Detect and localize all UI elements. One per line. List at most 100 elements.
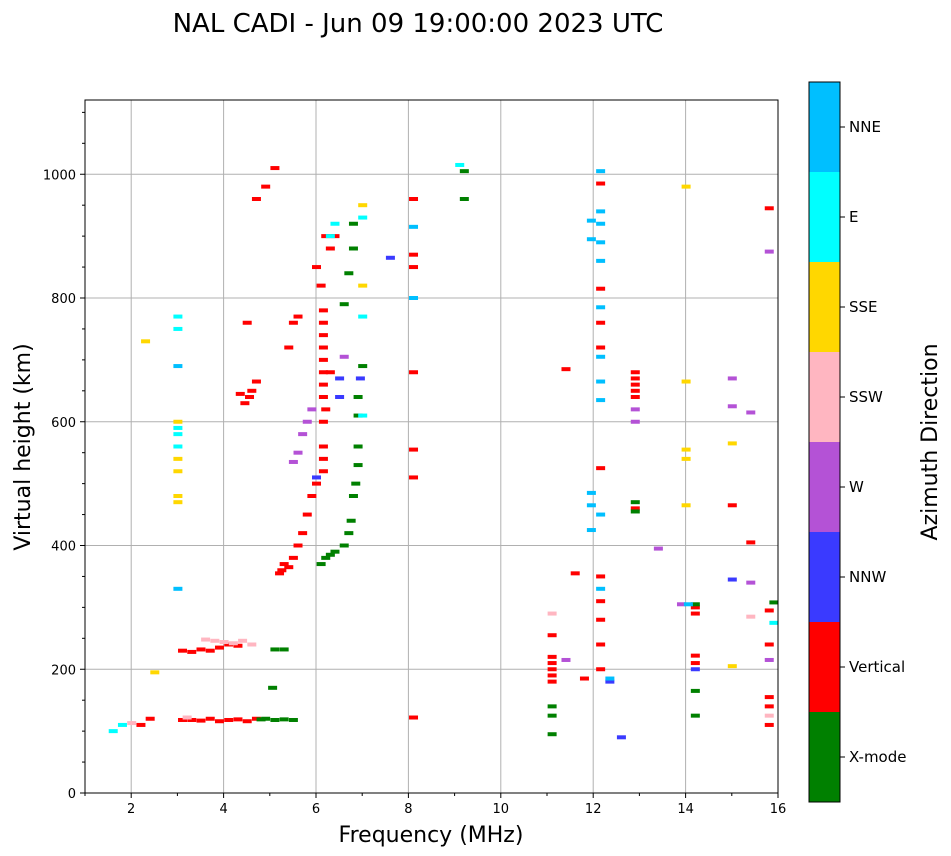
echo-point-x-mode [459, 169, 469, 174]
echo-point-vertical [233, 643, 243, 648]
echo-point-x-mode [353, 463, 363, 468]
echo-point-vertical [596, 642, 606, 647]
x-tick-label: 2 [127, 802, 135, 817]
echo-point-nnw [690, 667, 700, 672]
colorbar-swatch-w [809, 442, 840, 532]
echo-point-e [173, 444, 183, 449]
echo-point-vertical [690, 611, 700, 616]
echo-point-sse [727, 664, 737, 669]
echo-point-x-mode [348, 221, 358, 226]
echo-point-w [298, 432, 308, 437]
echo-point-x-mode [261, 716, 271, 721]
echo-point-vertical [547, 673, 557, 678]
echo-point-vertical [178, 648, 188, 653]
echo-point-x-mode [256, 717, 266, 722]
echo-point-nnw [335, 395, 345, 399]
echo-point-x-mode [270, 717, 280, 722]
colorbar-label: X-mode [849, 748, 906, 766]
echo-point-e [358, 314, 368, 319]
echo-point-x-mode [690, 688, 700, 693]
echo-point-nne [409, 224, 419, 229]
echo-point-vertical [312, 265, 321, 270]
echo-point-vertical [321, 234, 331, 239]
echo-point-nne [596, 354, 606, 359]
echo-point-sse [173, 419, 183, 424]
x-axis-label: Frequency (MHz) [339, 823, 524, 848]
echo-point-vertical [409, 265, 419, 270]
echo-point-x-mode [348, 494, 358, 498]
echo-point-vertical [275, 571, 285, 576]
echo-point-w [727, 376, 737, 381]
echo-point-nne [586, 218, 596, 223]
echo-point-w [727, 404, 737, 409]
echo-point-e [358, 215, 368, 220]
echo-point-vertical [270, 166, 280, 171]
echo-point-vertical [279, 562, 289, 567]
echo-point-nne [596, 398, 606, 403]
echo-point-x-mode [690, 602, 700, 607]
colorbar-swatch-sse [809, 262, 840, 352]
echo-point-x-mode [330, 549, 340, 554]
echo-point-e [325, 234, 335, 239]
echo-point-vertical [547, 667, 557, 672]
x-tick-label: 10 [493, 802, 510, 817]
echo-point-x-mode [353, 413, 363, 418]
echo-point-nne [596, 586, 606, 591]
echo-point-nnw [727, 577, 737, 582]
echo-point-e [173, 326, 183, 331]
echo-point-sse [681, 503, 691, 508]
echo-point-x-mode [344, 271, 354, 276]
echo-point-w [676, 602, 686, 607]
echo-point-ssw [764, 713, 774, 718]
echo-point-vertical [318, 395, 328, 399]
echo-point-vertical [579, 676, 589, 681]
echo-point-vertical [318, 382, 328, 387]
echo-point-vertical [596, 345, 606, 350]
echo-point-vertical [630, 395, 640, 399]
echo-point-x-mode [547, 732, 557, 737]
x-tick-label: 6 [312, 802, 320, 817]
echo-point-nne [409, 296, 419, 300]
echo-point-sse [173, 494, 183, 498]
echo-point-sse [681, 379, 691, 384]
echo-point-vertical [187, 649, 197, 654]
echo-point-x-mode [769, 600, 779, 605]
echo-point-x-mode [630, 500, 640, 505]
echo-point-ssw [228, 641, 238, 646]
echo-point-vertical [316, 283, 326, 288]
echo-point-vertical [330, 234, 340, 239]
echo-point-w [746, 580, 756, 585]
echo-point-x-mode [353, 395, 363, 399]
echo-point-vertical [288, 555, 298, 560]
echo-point-ssw [182, 715, 192, 720]
echo-point-ssw [238, 638, 248, 643]
echo-point-vertical [596, 599, 606, 604]
colorbar-label: NNE [849, 118, 881, 136]
echo-point-vertical [214, 645, 224, 650]
echo-point-vertical [318, 308, 328, 313]
echo-point-ssw [127, 721, 137, 726]
echo-point-sse [150, 670, 160, 675]
echo-point-e [173, 432, 183, 437]
echo-point-vertical [547, 654, 557, 659]
echo-point-w [339, 354, 349, 359]
echo-point-nne [173, 586, 183, 591]
colorbar-swatch-nnw [809, 532, 840, 622]
echo-point-vertical [242, 719, 252, 724]
echo-point-sse [727, 441, 737, 446]
echo-point-x-mode [459, 197, 469, 201]
echo-point-vertical [318, 357, 328, 362]
echo-point-vertical [224, 717, 234, 722]
echo-point-x-mode [270, 647, 280, 652]
echo-point-vertical [547, 679, 557, 684]
echo-point-vertical [596, 286, 606, 291]
echo-point-w [764, 657, 774, 662]
echo-point-ssw [547, 611, 557, 616]
echo-point-vertical [293, 314, 303, 319]
echo-point-vertical [196, 647, 206, 652]
echo-point-vertical [690, 605, 700, 610]
colorbar-swatch-vertical [809, 622, 840, 712]
echo-point-vertical [318, 333, 328, 338]
echo-point-w [293, 450, 303, 455]
echo-point-vertical [561, 367, 571, 372]
